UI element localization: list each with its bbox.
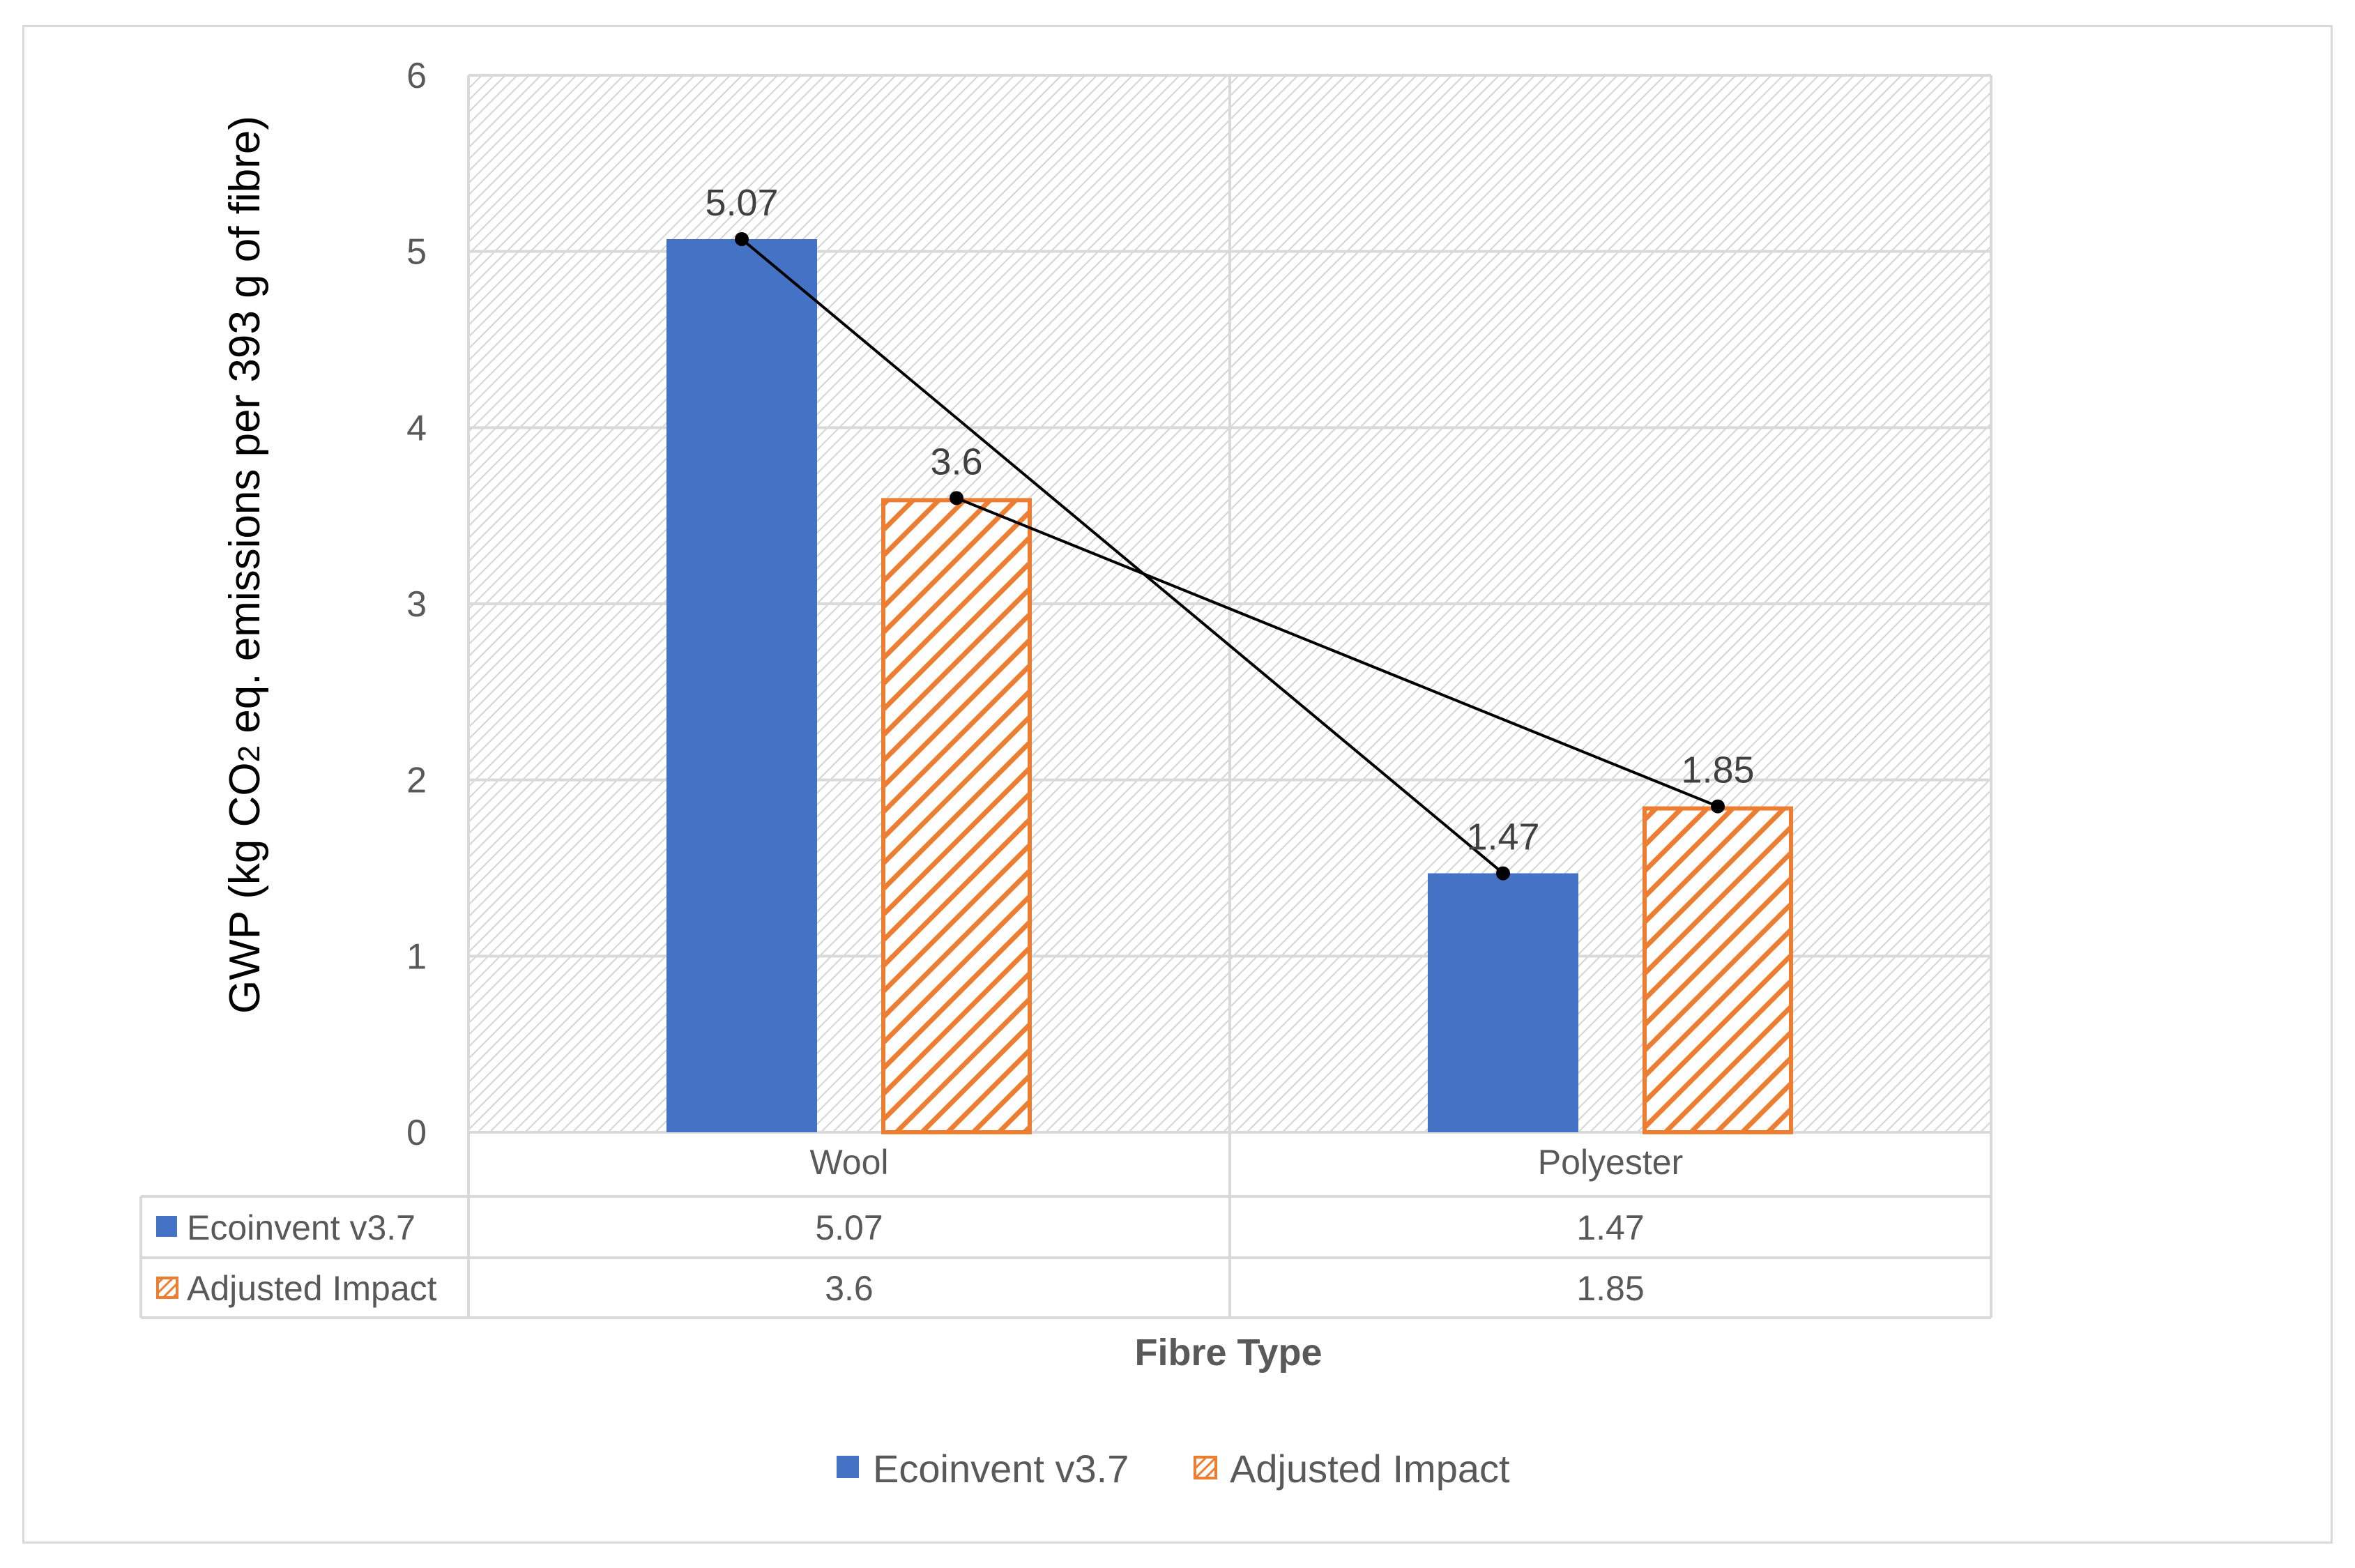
table-row-label: Adjusted Impact [187,1269,437,1308]
connector-marker [1711,799,1725,814]
y-tick-label: 4 [406,408,427,448]
connector-marker [735,231,749,246]
legend-key [837,1456,859,1478]
x-axis-title: Fibre Type [1134,1332,1322,1373]
bar [666,238,817,1133]
bar [881,498,1032,1134]
bars [666,238,1793,1134]
connector-marker [1496,866,1510,881]
y-tick-label: 5 [406,232,427,273]
table-row-label: Ecoinvent v3.7 [187,1208,416,1247]
legend: Ecoinvent v3.7 Adjusted Impact [837,1447,1510,1491]
y-axis-title: GWP (kg CO2 eq. emissions per 393 g of f… [221,116,269,1014]
table-legend-key [156,1216,177,1237]
legend-label: Adjusted Impact [1230,1447,1510,1491]
y-tick-label: 3 [406,584,427,625]
table-category-header: Wool [809,1143,888,1182]
table-cell: 1.47 [1576,1208,1644,1247]
y-tick-label: 1 [406,936,427,977]
data-label: 3.6 [930,441,982,482]
data-table: Wool Polyester Ecoinvent v3.7 5.07 1.47 Adjus… [139,1132,1992,1319]
y-axis-ticks: 0 1 2 3 4 5 6 [406,56,427,1153]
y-tick-label: 0 [406,1113,427,1153]
connector-marker [950,491,963,505]
data-label: 1.85 [1681,749,1754,791]
connector-lines [735,231,1725,881]
data-label: 1.47 [1466,816,1539,858]
connector-line [956,496,1718,808]
connector-line [740,238,1504,875]
bar [1428,873,1578,1132]
table-cell: 5.07 [815,1208,883,1247]
legend-key [1194,1456,1217,1479]
data-labels: 5.07 3.6 1.47 1.85 [705,182,1754,858]
table-cell: 1.85 [1576,1269,1644,1308]
data-label: 5.07 [705,182,778,224]
bar [1643,806,1793,1134]
table-cell: 3.6 [825,1269,874,1308]
y-tick-label: 2 [406,761,427,801]
table-category-header: Polyester [1538,1143,1683,1182]
table-legend-key [156,1277,178,1299]
legend-label: Ecoinvent v3.7 [873,1447,1129,1491]
y-tick-label: 6 [406,56,427,96]
